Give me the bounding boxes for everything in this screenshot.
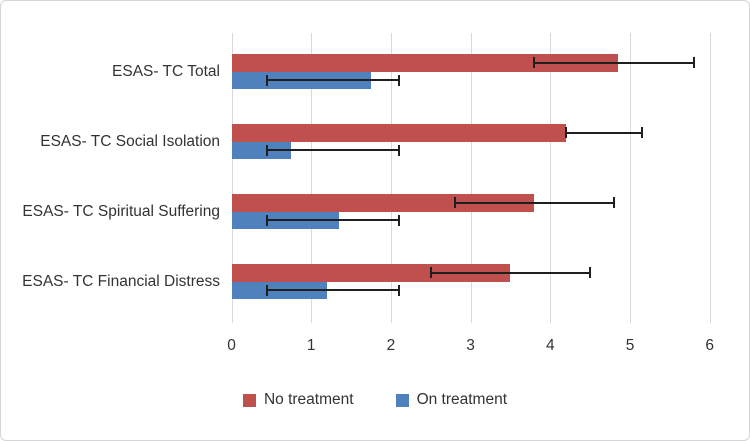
legend-item-no-treatment: No treatment [242,391,354,409]
x-tick-label: 5 [625,337,635,354]
error-bar [267,149,399,152]
gridline [470,33,472,323]
error-bar-cap [613,197,616,209]
bar-no-treatment [231,194,535,212]
error-bar-cap [266,144,269,156]
gridline [231,33,233,323]
bar-no-treatment [231,54,619,72]
category-label: ESAS- TC Total [112,62,220,80]
gridline [550,33,552,323]
error-bar [267,79,399,82]
legend-swatch-no-treatment [242,393,256,407]
category-label: ESAS- TC Financial Distress [22,272,220,290]
error-bar-cap [397,74,400,86]
x-tick-label: 2 [386,337,396,354]
error-bar-cap [266,74,269,86]
gridline [630,33,631,323]
gridline [709,33,711,323]
legend-label-no-treatment: No treatment [263,391,354,408]
x-tick-label: 3 [466,337,475,354]
error-bar [454,201,615,204]
error-bar-cap [589,267,592,279]
legend-label-on-treatment: On treatment [416,391,508,408]
error-bar-cap [640,127,643,139]
error-bar-cap [397,214,400,226]
gridline [311,33,313,323]
legend: No treatment On treatment [1,391,749,409]
x-tick-label: 6 [705,337,714,354]
x-tick-label: 4 [545,337,555,354]
error-bar-cap [397,284,400,296]
gridline [390,33,392,323]
bar-no-treatment [231,264,511,282]
error-bar-cap [533,57,536,69]
x-tick-label: 1 [306,337,316,354]
error-bar [534,61,694,64]
error-bar-cap [266,214,269,226]
category-label: ESAS- TC Social Isolation [40,132,220,150]
error-bar [267,289,399,292]
error-bar [566,131,642,134]
legend-item-on-treatment: On treatment [395,391,508,409]
error-bar-cap [397,144,400,156]
bar-no-treatment [231,124,567,142]
error-bar [430,271,591,274]
error-bar-cap [565,127,568,139]
error-bar-cap [453,197,456,209]
x-tick-label: 0 [227,337,236,354]
error-bar-cap [429,267,432,279]
category-label: ESAS- TC Spiritual Suffering [22,202,220,220]
error-bar-cap [692,57,695,69]
error-bar-cap [266,284,269,296]
bar-on-treatment [231,141,292,159]
error-bar [267,219,399,222]
legend-swatch-on-treatment [395,393,409,407]
